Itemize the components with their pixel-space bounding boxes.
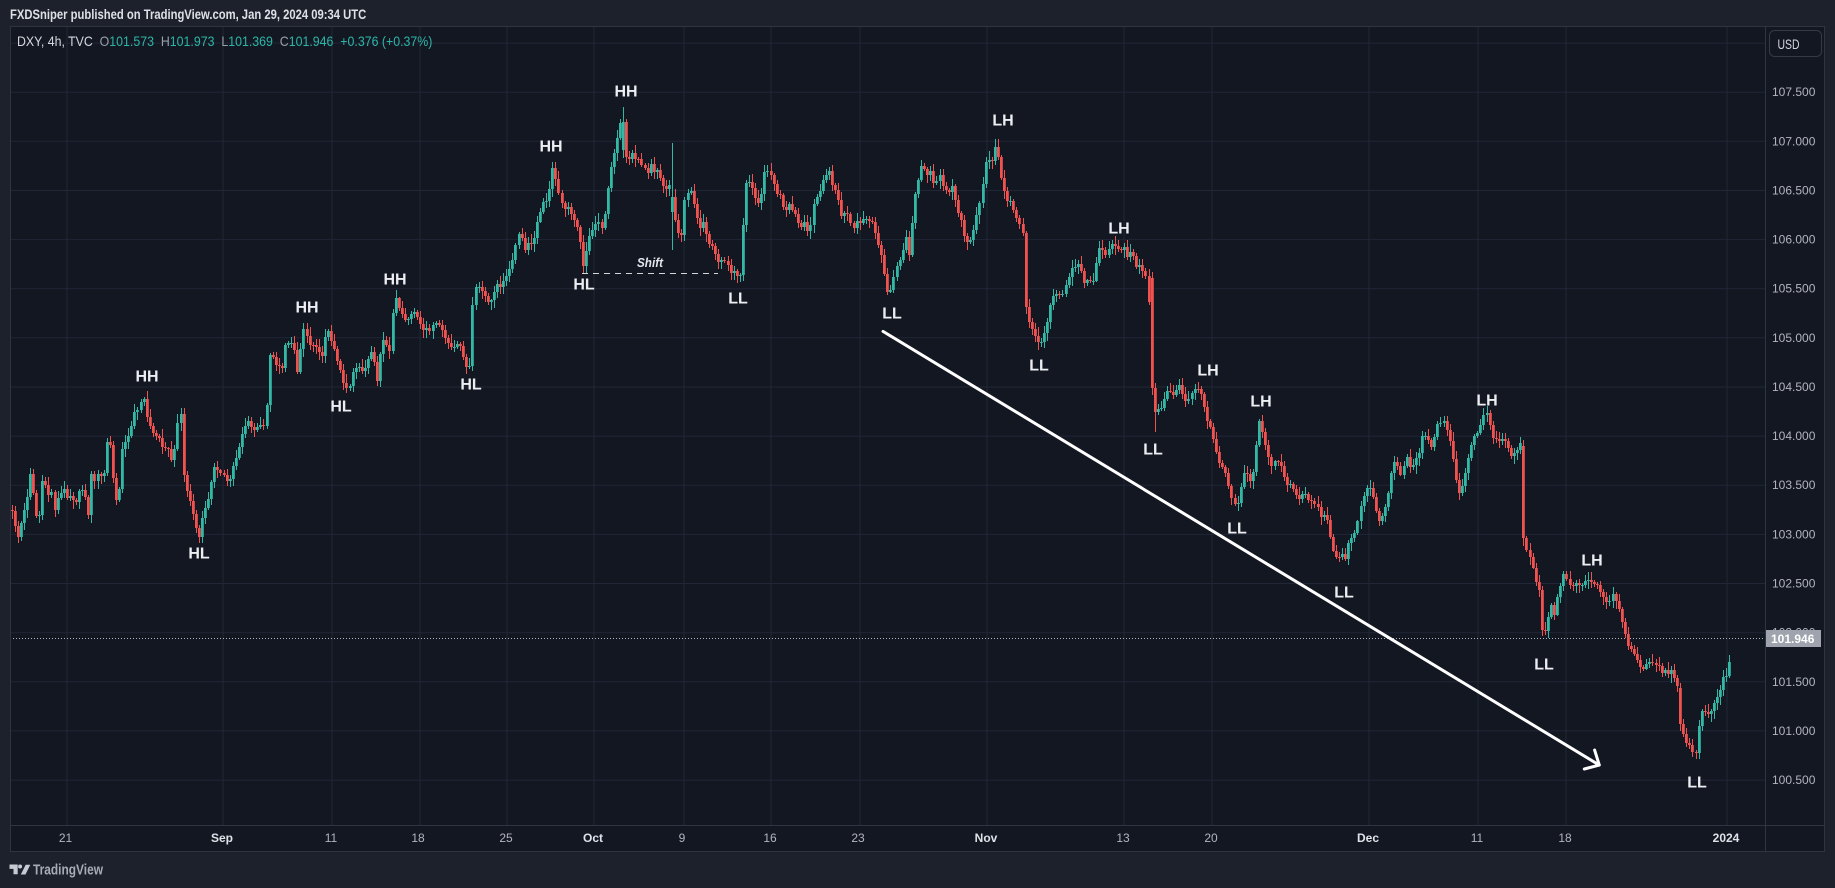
svg-text:HH: HH — [539, 139, 562, 156]
svg-text:105.000: 105.000 — [1772, 331, 1816, 345]
svg-text:LH: LH — [1476, 393, 1497, 410]
svg-text:100.500: 100.500 — [1772, 773, 1816, 787]
svg-text:LL: LL — [1334, 585, 1354, 602]
svg-text:21: 21 — [59, 831, 73, 845]
svg-text:13: 13 — [1116, 831, 1130, 845]
svg-text:25: 25 — [499, 831, 513, 845]
svg-text:106.500: 106.500 — [1772, 184, 1816, 198]
svg-text:9: 9 — [679, 831, 686, 845]
svg-text:HH: HH — [135, 369, 158, 386]
svg-text:LH: LH — [1581, 553, 1602, 570]
svg-text:HH: HH — [295, 300, 318, 317]
svg-text:LH: LH — [1197, 363, 1218, 380]
svg-text:16: 16 — [763, 831, 777, 845]
svg-text:LH: LH — [992, 113, 1013, 130]
svg-text:Oct: Oct — [583, 831, 603, 845]
svg-text:LL: LL — [1143, 442, 1163, 459]
svg-text:18: 18 — [411, 831, 425, 845]
svg-text:LL: LL — [882, 306, 902, 323]
svg-text:HL: HL — [573, 277, 595, 294]
svg-text:11: 11 — [325, 831, 338, 845]
svg-text:HH: HH — [383, 272, 406, 289]
svg-text:USD: USD — [1778, 36, 1800, 52]
svg-text:18: 18 — [1558, 831, 1572, 845]
svg-text:101.946: 101.946 — [1771, 632, 1815, 646]
svg-text:11: 11 — [1471, 831, 1484, 845]
svg-text:LH: LH — [1250, 394, 1271, 411]
svg-text:107.000: 107.000 — [1772, 134, 1816, 148]
svg-text:Shift: Shift — [637, 256, 664, 270]
svg-text:Dec: Dec — [1357, 831, 1379, 845]
svg-text:104.500: 104.500 — [1772, 380, 1816, 394]
svg-text:LH: LH — [1108, 221, 1129, 238]
svg-text:LL: LL — [1687, 775, 1707, 792]
svg-text:HL: HL — [460, 377, 482, 394]
svg-text:20: 20 — [1204, 831, 1218, 845]
svg-text:TradingView: TradingView — [33, 863, 104, 879]
svg-text:105.500: 105.500 — [1772, 282, 1816, 296]
svg-text:LL: LL — [728, 291, 748, 308]
svg-text:104.000: 104.000 — [1772, 429, 1816, 443]
svg-text:HH: HH — [614, 84, 637, 101]
svg-text:HL: HL — [188, 546, 210, 563]
svg-text:101.000: 101.000 — [1772, 724, 1816, 738]
svg-text:103.000: 103.000 — [1772, 527, 1816, 541]
svg-text:23: 23 — [851, 831, 865, 845]
svg-text:102.500: 102.500 — [1772, 577, 1816, 591]
svg-text:101.500: 101.500 — [1772, 675, 1816, 689]
svg-text:103.500: 103.500 — [1772, 478, 1816, 492]
svg-text:Sep: Sep — [211, 831, 233, 845]
svg-text:106.000: 106.000 — [1772, 233, 1816, 247]
svg-text:LL: LL — [1534, 657, 1554, 674]
svg-text:HL: HL — [330, 399, 352, 416]
svg-text:107.500: 107.500 — [1772, 85, 1816, 99]
svg-text:LL: LL — [1227, 521, 1247, 538]
svg-text:LL: LL — [1029, 358, 1049, 375]
svg-text:Nov: Nov — [975, 831, 998, 845]
svg-text:2024: 2024 — [1713, 831, 1740, 845]
